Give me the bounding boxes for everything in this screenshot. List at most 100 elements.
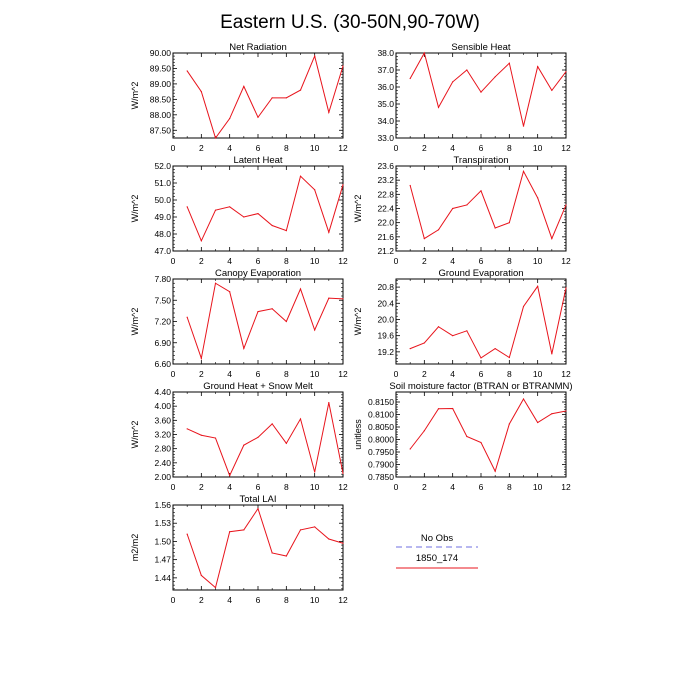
- data-point: [328, 402, 330, 404]
- x-tick-label: 0: [171, 143, 176, 153]
- data-point: [522, 125, 525, 127]
- data-point: [508, 423, 510, 425]
- y-tick-label: 1.47: [154, 555, 171, 565]
- series-line-1850-174: [409, 169, 567, 240]
- series-line-1850-174: [409, 398, 567, 473]
- x-tick-label: 10: [310, 256, 320, 266]
- data-point: [494, 348, 496, 350]
- data-point: [200, 357, 202, 359]
- x-tick-label: 4: [450, 256, 455, 266]
- x-tick-label: 12: [561, 369, 571, 379]
- data-point: [452, 335, 454, 337]
- y-tick-label: 38.0: [377, 48, 394, 58]
- x-tick-label: 2: [199, 482, 204, 492]
- data-point: [522, 305, 525, 308]
- panel-total-lai: Total LAI 0 2 4 6 8 10 12 1.44 1.47 1.50 1.53 1.56 m2…: [130, 494, 348, 605]
- y-axis-label: m2/m2: [130, 534, 140, 562]
- data-point: [271, 308, 273, 310]
- x-tick-label: 12: [561, 143, 571, 153]
- y-tick-label: 0.8100: [368, 410, 394, 420]
- x-tick-label: 2: [199, 143, 204, 153]
- data-point: [200, 434, 202, 436]
- data-point: [243, 216, 245, 218]
- panel-title: Sensible Heat: [451, 42, 511, 53]
- x-tick-label: 4: [450, 369, 455, 379]
- x-tick-label: 0: [394, 369, 399, 379]
- x-tick-label: 12: [561, 482, 571, 492]
- y-tick-label: 0.7950: [368, 447, 394, 457]
- data-point: [299, 288, 302, 290]
- y-axis-label: W/m^2: [130, 308, 140, 336]
- data-point: [243, 529, 245, 531]
- data-point: [229, 531, 231, 533]
- data-point: [565, 410, 567, 412]
- x-tick-label: 12: [338, 369, 348, 379]
- x-tick-label: 12: [561, 256, 571, 266]
- data-point: [257, 436, 259, 438]
- panel-latent-heat: Latent Heat 0 2 4 6 8 10 12 47.0 48.0 49.0 50.0 51.0…: [130, 155, 348, 266]
- x-tick-label: 6: [256, 482, 261, 492]
- data-point: [409, 348, 411, 350]
- data-point: [466, 69, 468, 71]
- y-tick-label: 23.2: [377, 175, 394, 185]
- panel-title: Net Radiation: [229, 42, 287, 53]
- x-tick-label: 8: [507, 482, 512, 492]
- y-tick-label: 34.0: [377, 116, 394, 126]
- data-point: [452, 81, 454, 83]
- data-point: [537, 66, 539, 68]
- data-point: [522, 398, 525, 400]
- data-point: [229, 474, 231, 477]
- data-point: [423, 238, 425, 240]
- data-point: [328, 111, 330, 113]
- data-point: [423, 52, 425, 54]
- series-line-1850-174: [409, 285, 567, 359]
- x-tick-label: 0: [394, 143, 399, 153]
- data-point: [537, 421, 539, 424]
- data-point: [551, 238, 553, 240]
- x-tick-label: 4: [227, 482, 232, 492]
- data-point: [299, 89, 302, 91]
- x-tick-label: 0: [171, 482, 176, 492]
- data-point: [214, 437, 217, 439]
- data-point: [271, 97, 273, 99]
- y-tick-label: 19.6: [377, 331, 394, 341]
- x-tick-label: 10: [533, 482, 543, 492]
- y-tick-label: 6.60: [154, 359, 171, 369]
- x-tick-label: 6: [479, 369, 484, 379]
- series-line-1850-174: [409, 51, 567, 127]
- data-point: [466, 435, 468, 438]
- x-tick-label: 6: [256, 256, 261, 266]
- x-tick-label: 6: [256, 595, 261, 605]
- x-tick-label: 6: [479, 256, 484, 266]
- x-tick-label: 0: [171, 369, 176, 379]
- data-point: [314, 329, 316, 331]
- y-tick-label: 88.00: [150, 110, 172, 120]
- x-tick-label: 2: [199, 595, 204, 605]
- data-point: [508, 222, 510, 224]
- panel-sensible-heat: Sensible Heat 0 2 4 6 8 10 12 33.0 34.0 35.0 36.0 37…: [377, 42, 571, 153]
- panel-transpiration: Transpiration 0 2 4 6 8 10 12 21.2 21.6 22.0 22.4 22…: [353, 155, 571, 266]
- x-tick-label: 2: [199, 369, 204, 379]
- x-tick-label: 8: [284, 369, 289, 379]
- x-tick-label: 12: [338, 595, 348, 605]
- x-tick-label: 6: [479, 482, 484, 492]
- series-line-1850-174: [186, 507, 344, 589]
- data-point: [214, 586, 217, 589]
- y-tick-label: 1.53: [154, 518, 171, 528]
- data-point: [437, 408, 440, 410]
- x-tick-label: 2: [422, 256, 427, 266]
- data-point: [314, 526, 316, 528]
- x-tick-label: 0: [394, 256, 399, 266]
- x-tick-label: 0: [394, 482, 399, 492]
- y-tick-label: 20.8: [377, 282, 394, 292]
- x-tick-label: 10: [310, 369, 320, 379]
- y-axis-label: unitless: [353, 419, 363, 450]
- data-point: [537, 197, 539, 199]
- data-point: [186, 70, 188, 72]
- y-tick-label: 2.80: [154, 444, 171, 454]
- y-tick-label: 48.0: [154, 229, 171, 239]
- y-axis-label: W/m^2: [353, 195, 363, 223]
- panel-canopy-evaporation: Canopy Evaporation 0 2 4 6 8 10 12 6.60 6.90 7.20 7…: [130, 268, 348, 379]
- data-point: [257, 310, 259, 313]
